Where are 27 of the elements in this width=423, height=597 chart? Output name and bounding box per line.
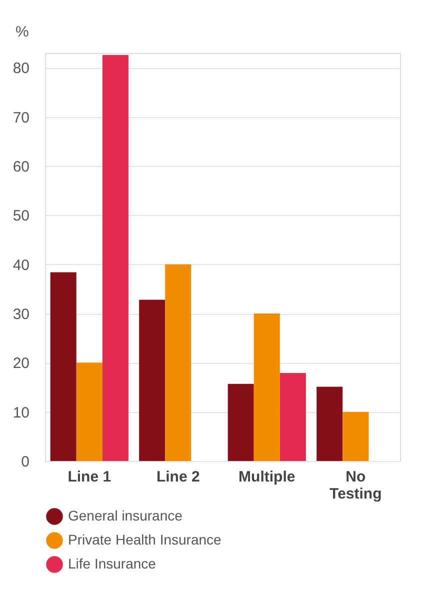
bar [228,384,254,461]
bar [280,373,306,461]
y-tick-label: 50 [12,208,30,225]
x-tick-label: Line 1 [68,468,112,486]
bar [76,362,102,461]
legend-label: General insurance [68,508,183,524]
bar [316,386,343,461]
bar [165,264,192,461]
y-tick-label: 10 [12,404,30,422]
y-tick-label: 0 [21,454,30,470]
x-tick-label: Line 2 [156,468,200,486]
y-tick-label: 20 [12,355,30,372]
y-tick-label: 40 [12,256,30,274]
x-tick-label: Multiple [238,468,296,486]
y-tick-label: 70 [12,109,30,126]
bar [342,412,369,461]
legend-label: Life Insurance [68,556,156,572]
y-axis-title: % [16,24,29,40]
bar [50,272,76,461]
bar [102,54,128,461]
legend-label: Private Health Insurance [68,532,222,548]
bar [139,300,166,461]
bar [254,314,280,461]
y-tick-label: 30 [12,306,30,324]
y-tick-label: 80 [12,60,30,78]
x-tick-label: No Testing [330,468,382,502]
y-tick-label: 60 [12,158,30,176]
